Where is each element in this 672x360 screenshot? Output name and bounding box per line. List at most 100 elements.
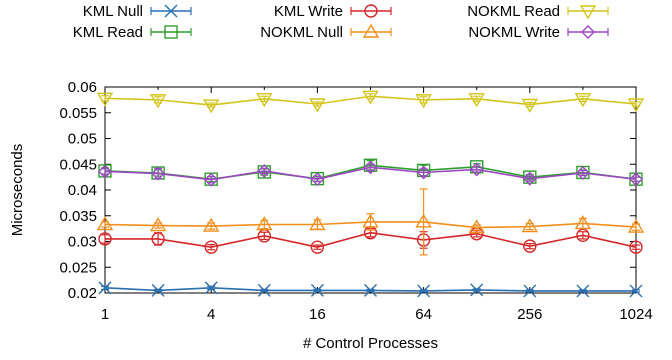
data-point	[629, 284, 643, 298]
data-point	[629, 240, 643, 254]
data-point	[309, 98, 326, 113]
legend-label: NOKML Read	[467, 3, 560, 20]
series-nokml-read	[96, 90, 645, 114]
x-tick-label: 4	[207, 306, 215, 323]
data-point	[96, 216, 114, 231]
data-point	[204, 240, 218, 254]
legend-item: KML Write	[274, 3, 392, 20]
legend-marker	[364, 4, 378, 18]
data-point	[468, 219, 485, 234]
data-point	[310, 240, 325, 254]
data-point	[417, 284, 431, 298]
data-point	[364, 283, 377, 297]
x-axis: 1 4 16 64 256 1024	[101, 87, 653, 323]
x-tick-label: 1	[101, 306, 109, 323]
data-point	[574, 215, 592, 230]
legend-item: KML Null	[83, 3, 192, 20]
x-tick-label: 16	[309, 306, 326, 323]
data-point	[415, 213, 432, 228]
data-point	[627, 218, 645, 233]
data-point	[202, 99, 220, 114]
y-tick-label: 0.06	[68, 79, 97, 96]
y-tick-label: 0.02	[68, 285, 97, 302]
data-point	[470, 283, 484, 297]
y-tick-label: 0.04	[68, 182, 97, 199]
x-tick-label: 1024	[619, 306, 652, 323]
data-point	[256, 93, 273, 108]
legend-marker	[164, 25, 178, 39]
series-kml-write	[98, 226, 643, 254]
data-point	[309, 216, 326, 231]
data-point	[576, 228, 590, 243]
y-tick-label: 0.03	[68, 234, 97, 251]
y-tick-label: 0.055	[59, 105, 97, 122]
data-point	[575, 166, 590, 180]
legend-item: KML Read	[73, 24, 192, 41]
data-point	[522, 171, 537, 186]
data-point	[310, 172, 325, 187]
data-point	[523, 239, 537, 253]
data-point	[629, 172, 643, 187]
legend: KML Null KML Read KML Write NOKML Null NOKML…	[73, 3, 609, 41]
series-layer	[96, 90, 645, 298]
legend-label: NOKML Null	[260, 24, 343, 41]
series-nokml-null	[96, 188, 645, 256]
y-tick-label: 0.05	[68, 131, 97, 148]
data-point	[257, 163, 272, 178]
data-point	[416, 165, 431, 180]
data-point	[98, 164, 112, 179]
data-point	[151, 166, 166, 181]
data-point	[310, 283, 324, 297]
data-point	[576, 284, 590, 298]
legend-label: KML Null	[83, 3, 143, 20]
data-point	[256, 216, 273, 231]
data-point	[415, 94, 432, 109]
data-point	[470, 160, 484, 174]
legend-marker	[164, 4, 178, 18]
x-tick-label: 256	[517, 306, 542, 323]
legend-item: NOKML Null	[260, 23, 392, 41]
x-axis-title: # Control Processes	[303, 335, 438, 352]
y-tick-label: 0.045	[59, 156, 97, 173]
data-point	[468, 93, 485, 108]
data-point	[149, 94, 167, 109]
data-point	[574, 93, 592, 108]
data-point	[362, 90, 379, 105]
data-point	[96, 92, 114, 107]
data-point	[204, 281, 218, 295]
data-point	[521, 218, 539, 233]
data-point	[202, 217, 220, 232]
data-point	[363, 158, 378, 172]
legend-label: NOKML Write	[468, 24, 560, 41]
legend-marker	[581, 25, 595, 39]
data-point	[469, 162, 484, 177]
series-kml-read	[98, 158, 643, 186]
data-point	[98, 281, 112, 295]
data-point	[523, 284, 537, 298]
legend-marker	[579, 5, 597, 20]
legend-label: KML Read	[73, 24, 143, 41]
x-tick-label: 64	[415, 306, 432, 323]
legend-marker	[362, 23, 380, 38]
data-point	[149, 217, 167, 232]
legend-item: NOKML Write	[468, 24, 609, 41]
data-point	[204, 172, 219, 187]
series-kml-null	[98, 281, 643, 298]
data-point	[363, 160, 378, 175]
data-point	[98, 232, 112, 246]
y-tick-label: 0.025	[59, 259, 97, 276]
data-point	[362, 213, 379, 228]
y-axis: 0.02 0.025 0.03 0.035 0.04 0.045 0.05 0.055 0.06	[59, 79, 636, 302]
data-point	[151, 283, 165, 297]
series-nokml-write	[98, 160, 643, 187]
plot-border	[104, 86, 637, 294]
y-tick-label: 0.035	[59, 208, 97, 225]
data-point	[151, 232, 165, 246]
data-point	[627, 98, 645, 113]
legend-item: NOKML Read	[467, 3, 609, 20]
legend-label: KML Write	[274, 3, 343, 20]
data-point	[257, 283, 271, 297]
y-axis-title: Microseconds	[9, 144, 26, 237]
data-point	[521, 98, 539, 113]
